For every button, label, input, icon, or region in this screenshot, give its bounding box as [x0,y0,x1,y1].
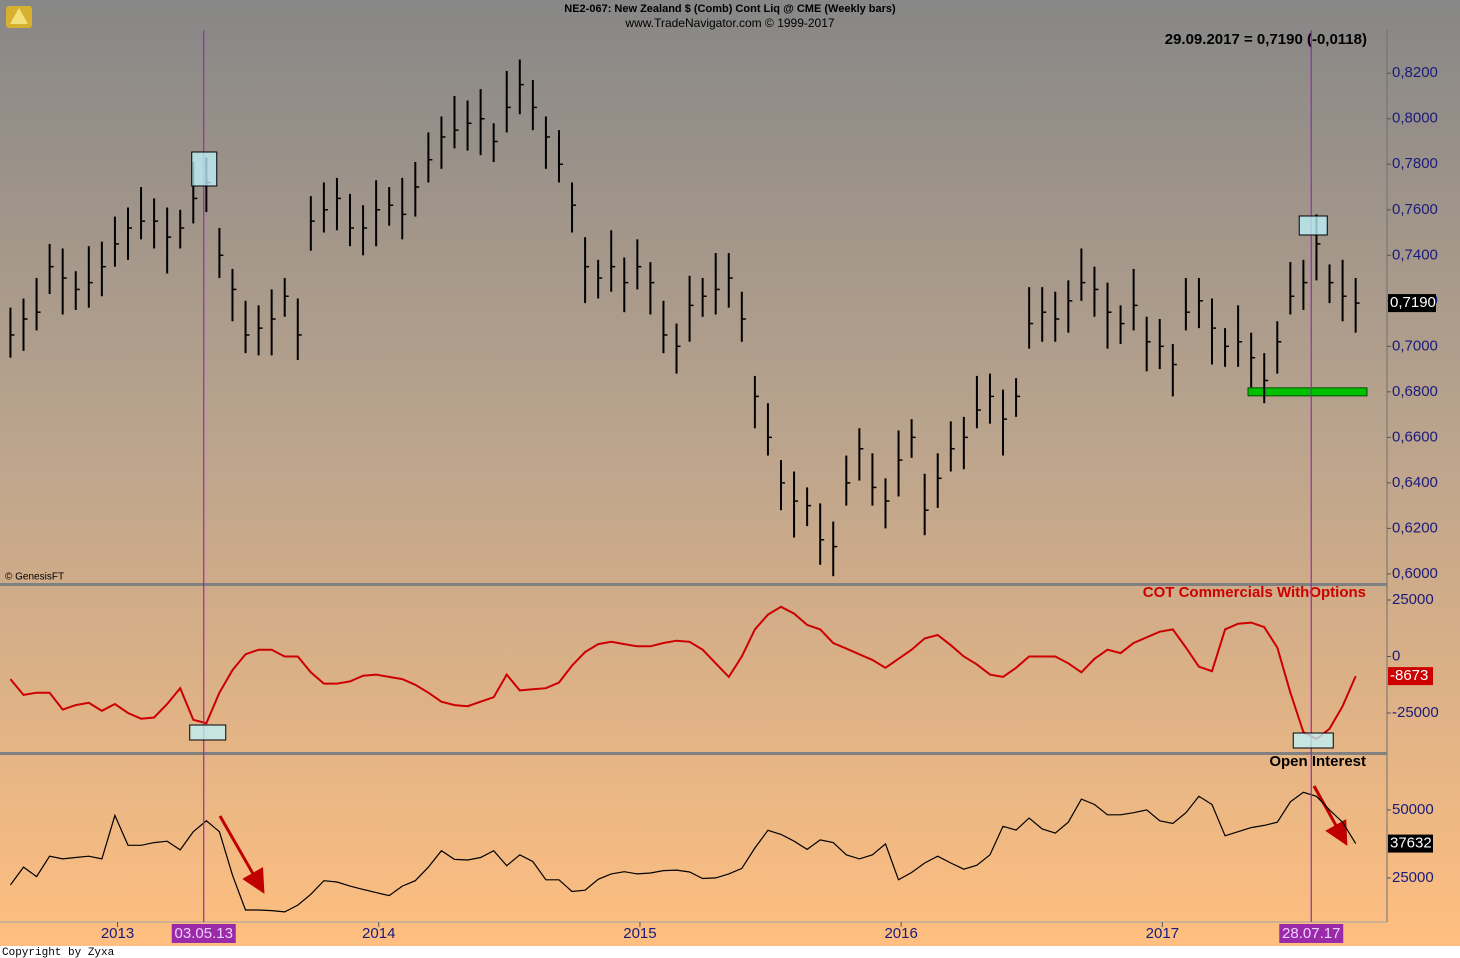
date-marker-box [1279,924,1344,943]
date-marker-label: 28.07.17 [1282,925,1340,942]
panel-divider [0,752,1387,755]
x-tick-label: 2013 [101,925,134,942]
logo [6,6,32,28]
price-readout: 29.09.2017 = 0,7190 (-0,0118) [1165,31,1367,48]
series-line [9,605,1357,741]
date-marker-label: 03.05.13 [175,925,233,942]
y-tick-label: 0,7600 [1392,201,1438,218]
last-value-box [1388,294,1436,313]
date-marker-box [171,924,236,943]
y-tick-label: 50000 [1392,801,1434,818]
cot-panel-title: COT Commercials WithOptions [1143,584,1366,601]
y-tick-label: 0,8000 [1392,110,1438,127]
y-tick-label: 25000 [1392,869,1434,886]
annotation-arrow [1312,785,1348,846]
last-value-box [1388,667,1433,686]
annotation-arrow [218,815,265,894]
x-tick-label: 2016 [884,925,917,942]
last-value-label: 0,7190 [1390,294,1436,311]
x-tick-label: 2014 [362,925,395,942]
y-tick-label: 0,6000 [1392,565,1438,582]
last-value-box [1388,834,1433,853]
highlight-box [1298,215,1328,236]
y-tick-label: 25000 [1392,591,1434,608]
series-line [9,791,1357,913]
chart-title: NE2-067: New Zealand $ (Comb) Cont Liq @… [564,3,896,15]
y-tick-label: 0,6600 [1392,428,1438,445]
y-tick-label: 0,8200 [1392,64,1438,81]
y-tick-label: 0,7800 [1392,155,1438,172]
highlight-box [189,724,227,741]
source-note: © GenesisFT [5,572,64,583]
highlight-box [1292,732,1334,749]
highlight-box [191,151,218,187]
y-tick-label: 0,7000 [1392,337,1438,354]
footer-copyright: Copyright by Zyxa [2,947,115,958]
x-tick-label: 2017 [1146,925,1179,942]
last-value-label: -8673 [1390,667,1428,684]
panel-divider [0,583,1387,586]
last-value-label: 37632 [1390,835,1432,852]
y-tick-label: 0 [1392,647,1400,664]
y-tick-label: 0,7400 [1392,246,1438,263]
x-tick-label: 2015 [623,925,656,942]
support-level [1247,387,1368,397]
y-tick-label: 0,6200 [1392,519,1438,536]
oi-panel-title: Open Interest [1269,753,1366,770]
y-tick-label: -25000 [1392,704,1439,721]
footer-strip [0,946,1460,958]
y-tick-label: 0,6800 [1392,383,1438,400]
chart-subtitle: www.TradeNavigator.com © 1999-2017 [624,16,834,30]
y-tick-label: 0,6400 [1392,474,1438,491]
